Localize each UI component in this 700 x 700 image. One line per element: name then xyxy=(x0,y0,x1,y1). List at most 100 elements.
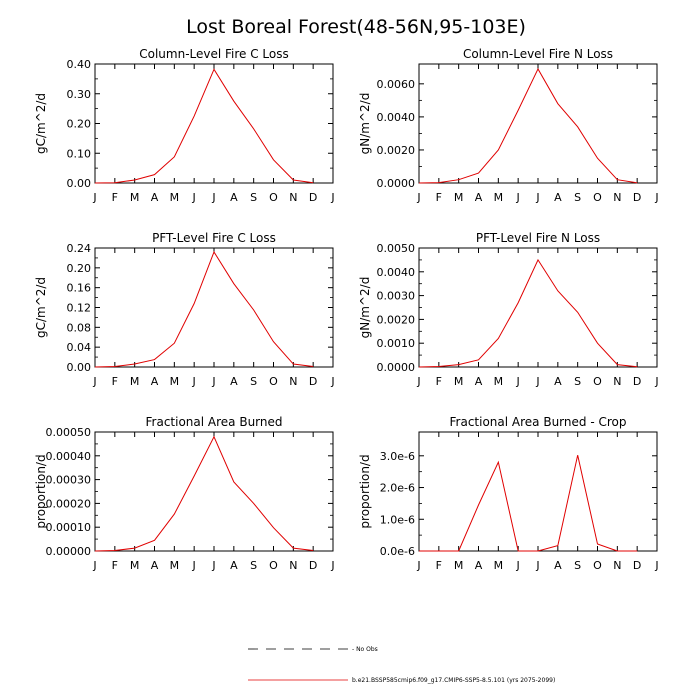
x-tick-label: M xyxy=(454,559,464,572)
panel-title: Fractional Area Burned xyxy=(146,415,283,429)
x-tick-label: N xyxy=(613,375,621,388)
panel-title: Column-Level Fire C Loss xyxy=(139,47,289,61)
y-tick-label: 0.0020 xyxy=(377,144,416,157)
x-tick-label: A xyxy=(554,375,562,388)
y-tick-label: 0.20 xyxy=(67,262,92,275)
panel-title: PFT-Level Fire N Loss xyxy=(476,231,600,245)
x-tick-label: S xyxy=(250,191,257,204)
y-tick-label: 0.00020 xyxy=(46,497,92,510)
series-line xyxy=(94,435,314,552)
x-tick-label: A xyxy=(475,375,483,388)
y-tick-label: 0.0e-6 xyxy=(380,545,415,558)
x-tick-label: M xyxy=(494,559,504,572)
y-tick-label: 2.0e-6 xyxy=(380,482,415,495)
x-tick-label: O xyxy=(593,375,602,388)
chart-panel-5: Fractional Area Burned proportion/d 0.0000… xyxy=(34,415,335,572)
x-tick-label: J xyxy=(516,191,520,204)
panel-title: Column-Level Fire N Loss xyxy=(463,47,613,61)
x-tick-label: M xyxy=(130,559,140,572)
series-line xyxy=(418,258,638,368)
y-axis-label: gC/m^2/d xyxy=(34,277,48,338)
x-tick-label: J xyxy=(654,559,658,572)
x-tick-label: J xyxy=(330,375,334,388)
x-tick-label: F xyxy=(112,559,118,572)
x-tick-label: D xyxy=(633,191,641,204)
panel-title: Fractional Area Burned - Crop xyxy=(450,415,627,429)
x-tick-label: J xyxy=(516,375,520,388)
x-tick-label: N xyxy=(289,191,297,204)
x-tick-label: J xyxy=(416,191,420,204)
x-tick-label: O xyxy=(593,191,602,204)
x-tick-label: D xyxy=(309,191,317,204)
plot-frame xyxy=(94,431,334,552)
y-tick-label: 0.16 xyxy=(67,282,92,295)
x-tick-label: J xyxy=(192,559,196,572)
x-tick-label: N xyxy=(613,559,621,572)
x-tick-label: M xyxy=(170,559,180,572)
x-tick-label: J xyxy=(416,375,420,388)
x-tick-label: O xyxy=(269,559,278,572)
y-tick-label: 0.00 xyxy=(67,177,92,190)
figure-title: Lost Boreal Forest(48-56N,95-103E) xyxy=(186,16,526,38)
x-tick-label: J xyxy=(330,191,334,204)
y-axis-label: gN/m^2/d xyxy=(358,277,372,339)
x-tick-label: M xyxy=(454,191,464,204)
x-tick-label: O xyxy=(593,559,602,572)
y-tick-label: 3.0e-6 xyxy=(380,450,415,463)
x-tick-label: N xyxy=(289,375,297,388)
x-tick-label: O xyxy=(269,375,278,388)
x-tick-label: M xyxy=(494,375,504,388)
x-tick-label: J xyxy=(192,191,196,204)
x-tick-label: O xyxy=(269,191,278,204)
chart-panel-4: PFT-Level Fire N Loss gN/m^2/d 0.0000 0.001… xyxy=(358,231,659,388)
x-tick-label: J xyxy=(654,191,658,204)
plot-frame xyxy=(418,431,658,552)
y-tick-label: 0.0030 xyxy=(377,290,416,303)
y-tick-label: 0.0020 xyxy=(377,313,416,326)
y-axis-label: gC/m^2/d xyxy=(34,93,48,154)
x-tick-label: S xyxy=(574,559,581,572)
x-tick-label: J xyxy=(211,191,215,204)
y-tick-label: 0.0040 xyxy=(377,111,416,124)
x-tick-label: F xyxy=(112,375,118,388)
y-tick-label: 0.0010 xyxy=(377,337,416,350)
legend-model-label: b.e21.BSSP585cmip6.f09_g17.CMIP6-SSP5-8.… xyxy=(352,677,555,684)
plot-frame xyxy=(94,63,334,184)
x-tick-label: J xyxy=(192,375,196,388)
x-tick-label: J xyxy=(535,191,539,204)
x-tick-label: J xyxy=(535,559,539,572)
y-tick-label: 0.0060 xyxy=(377,78,416,91)
x-tick-label: J xyxy=(330,559,334,572)
x-tick-label: N xyxy=(613,191,621,204)
x-tick-label: N xyxy=(289,559,297,572)
y-axis-label: proportion/d xyxy=(358,454,372,528)
x-tick-label: M xyxy=(130,191,140,204)
x-tick-label: M xyxy=(170,191,180,204)
x-tick-label: A xyxy=(230,559,238,572)
y-tick-label: 0.00010 xyxy=(46,521,92,534)
legend-obs-label: - No Obs xyxy=(352,646,378,653)
y-tick-label: 0.30 xyxy=(67,88,92,101)
series-line xyxy=(94,250,314,368)
x-tick-label: S xyxy=(250,559,257,572)
x-tick-label: M xyxy=(170,375,180,388)
x-tick-label: D xyxy=(309,559,317,572)
plot-frame xyxy=(418,63,658,184)
x-tick-label: M xyxy=(494,191,504,204)
plot-frame xyxy=(94,247,334,368)
y-tick-label: 0.10 xyxy=(67,147,92,160)
chart-panel-2: Column-Level Fire N Loss gN/m^2/d 0.0000 0.… xyxy=(358,47,659,204)
x-tick-label: S xyxy=(250,375,257,388)
x-tick-label: A xyxy=(230,191,238,204)
x-tick-label: A xyxy=(230,375,238,388)
x-tick-label: J xyxy=(654,375,658,388)
y-tick-label: 0.00 xyxy=(67,361,92,374)
x-tick-label: A xyxy=(151,191,159,204)
chart-panels: Column-Level Fire C Loss gC/m^2/d 0.00 0.10… xyxy=(34,47,659,572)
y-tick-label: 0.20 xyxy=(67,118,92,131)
x-tick-label: S xyxy=(574,375,581,388)
y-tick-label: 1.0e-6 xyxy=(380,513,415,526)
chart-panel-1: Column-Level Fire C Loss gC/m^2/d 0.00 0.10… xyxy=(34,47,335,204)
x-tick-label: A xyxy=(475,559,483,572)
x-tick-label: J xyxy=(416,559,420,572)
